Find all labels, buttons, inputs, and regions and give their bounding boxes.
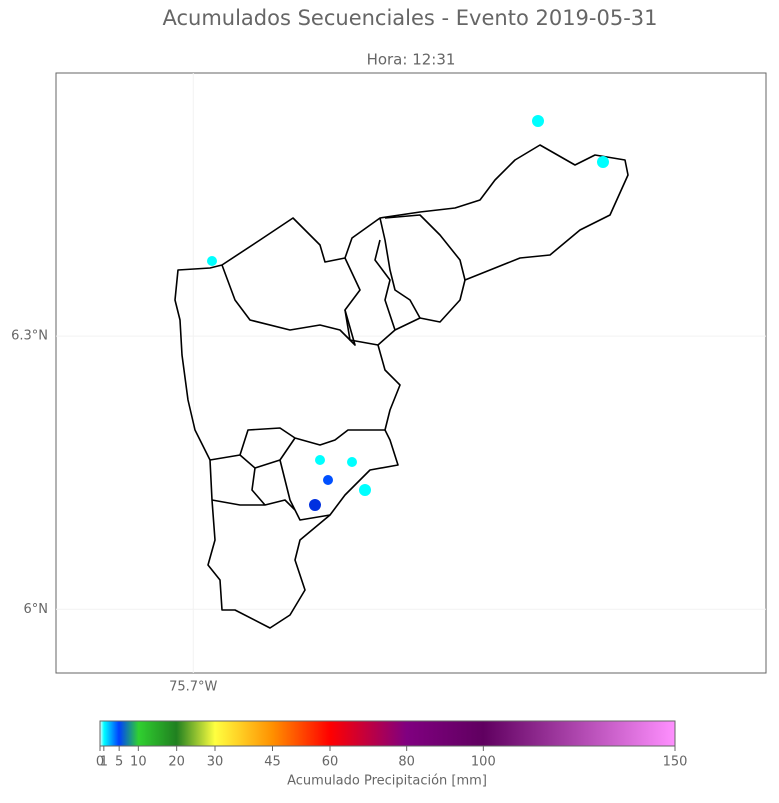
colorbar-tick-label: 45 [264, 755, 281, 770]
colorbar-tick-label: 60 [322, 755, 339, 770]
lat-tick-label: 6°N [24, 602, 49, 617]
lat-tick-label: 6.3°N [11, 329, 48, 344]
colorbar [99, 720, 676, 747]
precip-cell [309, 499, 321, 511]
map-frame [55, 72, 767, 674]
precip-cell [315, 455, 325, 465]
boundaries [174, 144, 629, 629]
colorbar-tick-label: 100 [471, 755, 496, 770]
colorbar-label: Acumulado Precipitación [mm] [287, 774, 487, 789]
precip-cell [347, 457, 357, 467]
outer-boundary [174, 144, 629, 629]
colorbar-tick-label: 80 [398, 755, 415, 770]
precip-cell [323, 475, 333, 485]
colorbar-tick-label: 0 [96, 755, 104, 770]
precip-cell [207, 256, 217, 266]
colorbar-tick-label: 30 [207, 755, 224, 770]
colorbar-tick-label: 150 [663, 755, 688, 770]
colorbar-tick-label: 10 [130, 755, 147, 770]
colorbar-tick-label: 20 [168, 755, 185, 770]
precip-cell [532, 115, 544, 127]
subtitle: Hora: 12:31 [367, 51, 456, 69]
colorbar-tick-label: 1 [100, 755, 108, 770]
title: Acumulados Secuenciales - Evento 2019-05… [162, 6, 657, 30]
inner-boundary [209, 427, 385, 521]
colorbar-tick-label: 5 [115, 755, 123, 770]
precip-cell [597, 156, 609, 168]
inner-boundary [379, 214, 466, 319]
graticule [56, 73, 766, 673]
lon-tick-label: 75.7°W [169, 680, 217, 695]
precipitation [207, 115, 609, 511]
inner-boundary [344, 239, 396, 346]
inner-boundary [221, 257, 361, 346]
precip-cell [359, 484, 371, 496]
